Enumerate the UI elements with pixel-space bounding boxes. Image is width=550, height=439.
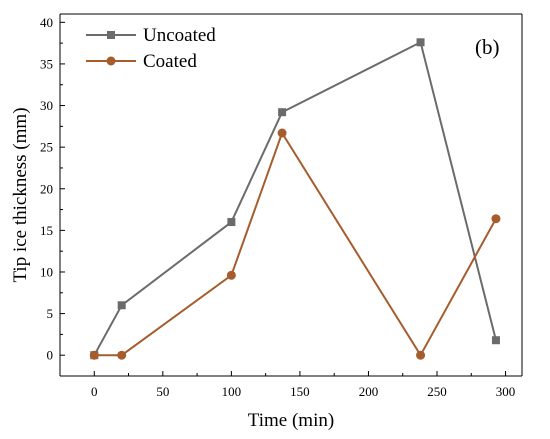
x-tick-label: 0 [91,384,98,399]
legend: Uncoated Coated [86,25,216,72]
y-tick-label: 35 [40,56,53,71]
legend-marker-uncoated [107,31,115,39]
legend-label-coated: Coated [143,51,197,72]
data-point-uncoated [227,218,236,227]
data-point-coated [491,214,501,224]
data-point-coated [277,128,287,138]
y-tick-label: 40 [40,15,53,30]
data-point-uncoated [491,336,500,345]
legend-marker-coated [106,56,116,66]
legend-label-uncoated: Uncoated [143,25,216,46]
x-axis-title: Time (min) [248,410,334,431]
y-tick-label: 15 [40,223,53,238]
y-tick-label: 10 [40,264,53,279]
plot-frame [59,13,523,377]
data-point-coated [416,350,426,360]
legend-item-uncoated: Uncoated [86,25,216,46]
series-layer [89,38,501,360]
series-coated [89,128,501,360]
x-tick-label: 150 [290,384,310,399]
series-line-coated [94,130,497,358]
y-axis-ticks: 0 5 10 15 20 25 30 35 40 [40,15,65,363]
series-uncoated [90,38,500,360]
x-tick-label: 250 [427,384,447,399]
x-axis-ticks: 0 50 100 150 200 250 300 [91,371,515,399]
y-axis-title: Tip ice thickness (mm) [10,107,31,282]
y-tick-label: 0 [47,348,54,363]
x-tick-label: 300 [496,384,516,399]
data-point-coated [226,270,236,280]
panel-label: (b) [475,35,500,59]
data-point-uncoated [117,301,126,310]
data-point-uncoated [416,38,425,47]
series-line-uncoated [93,40,497,356]
data-point-coated [117,350,127,360]
data-point-coated [89,350,99,360]
x-tick-label: 100 [222,384,242,399]
y-tick-label: 5 [47,306,54,321]
x-tick-label: 50 [156,384,169,399]
y-tick-label: 20 [40,181,53,196]
legend-item-coated: Coated [86,51,197,72]
y-tick-label: 30 [40,98,53,113]
x-tick-label: 200 [359,384,379,399]
data-point-uncoated [278,108,287,117]
y-tick-label: 25 [40,140,53,155]
